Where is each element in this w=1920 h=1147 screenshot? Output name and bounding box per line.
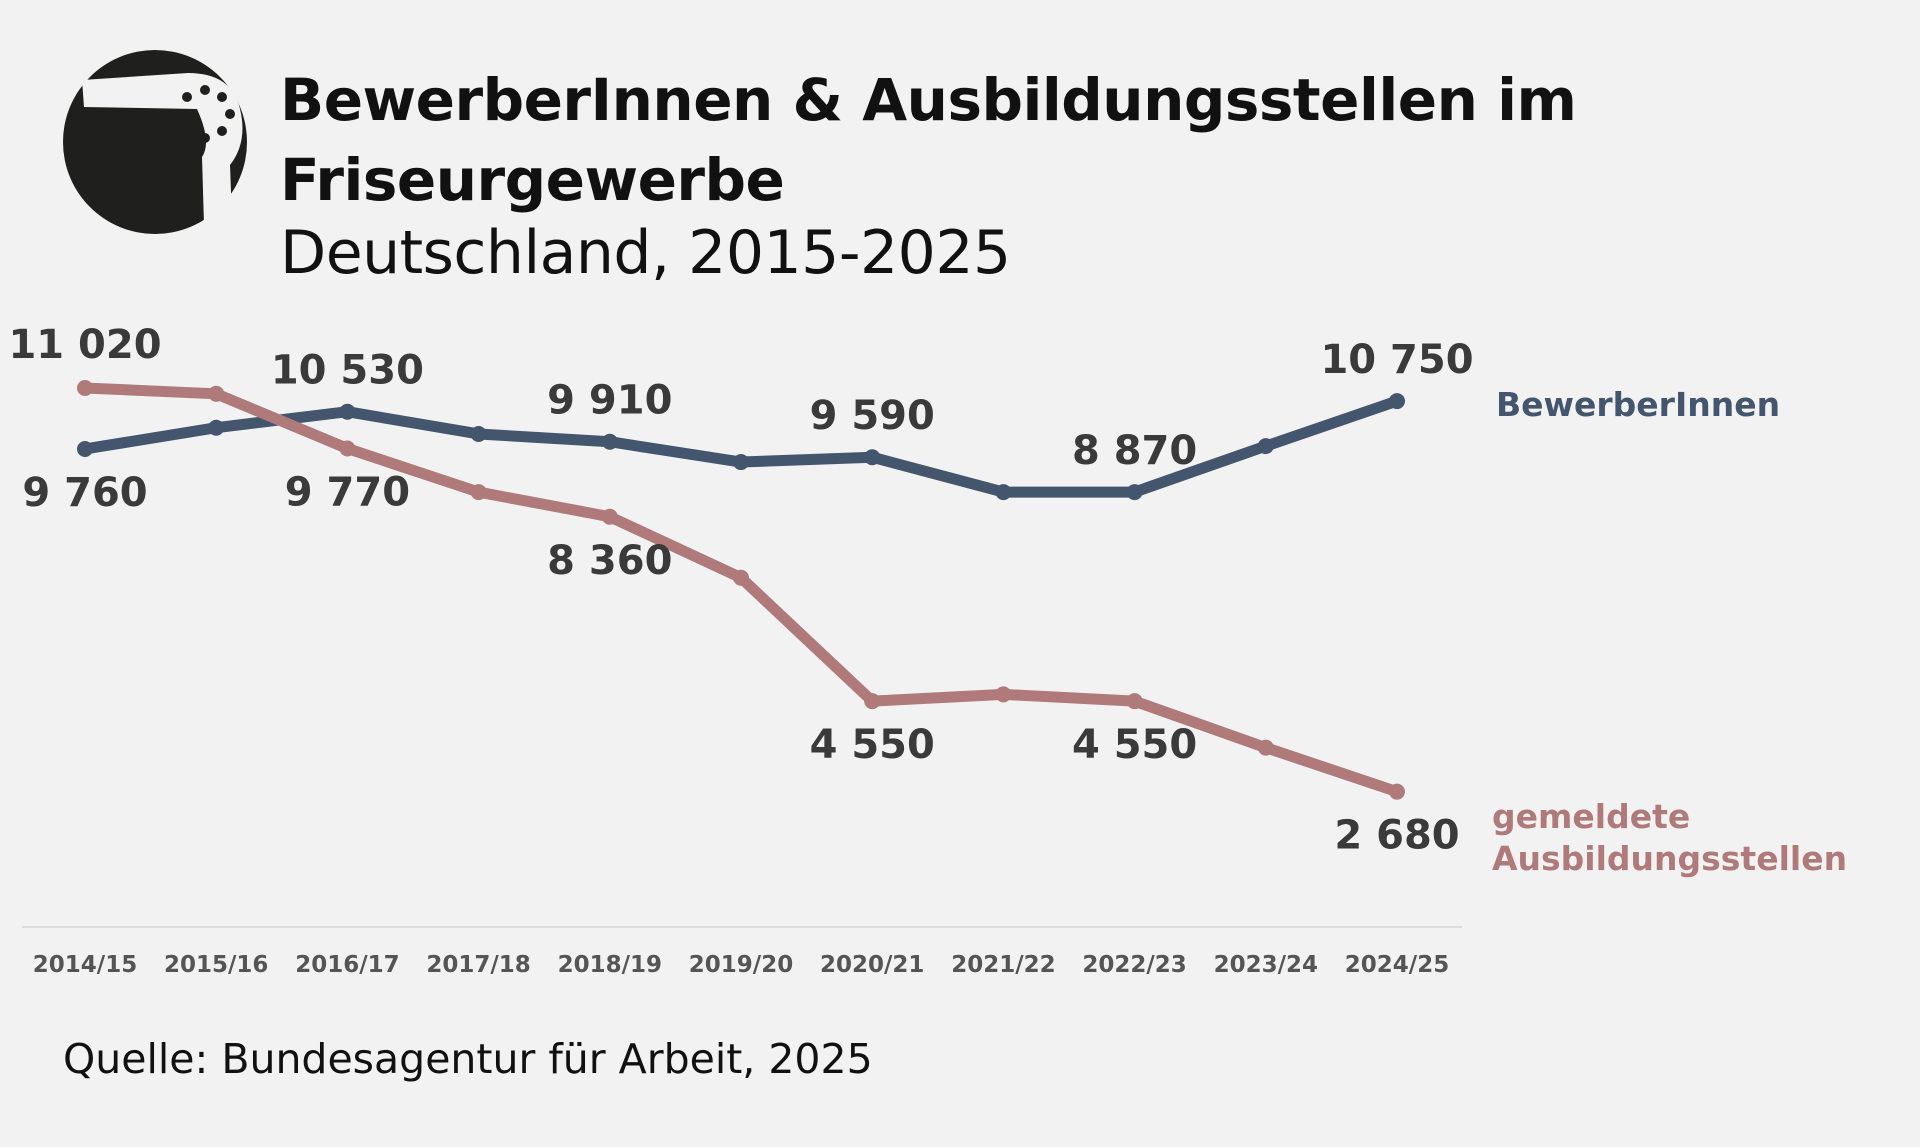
data-label: 2 680	[1334, 813, 1459, 859]
data-point	[1257, 438, 1274, 455]
data-point	[1126, 693, 1143, 710]
source-note: Quelle: Bundesagentur für Arbeit, 2025	[63, 1035, 873, 1083]
data-point	[1257, 739, 1274, 756]
data-label: 4 550	[1072, 722, 1197, 768]
series-line-stellen	[79, 382, 1403, 798]
data-point	[470, 425, 487, 442]
x-tick-label: 2019/20	[689, 952, 793, 978]
x-tick-label: 2018/19	[558, 952, 662, 978]
data-label: 10 530	[271, 348, 424, 394]
data-point	[733, 569, 749, 586]
x-tick-label: 2016/17	[295, 952, 399, 978]
x-tick-label: 2023/24	[1214, 952, 1318, 978]
data-point	[601, 433, 618, 450]
data-point	[733, 454, 749, 471]
data-point	[1389, 783, 1405, 800]
data-label: 10 750	[1320, 337, 1473, 383]
data-label: 9 910	[547, 378, 672, 424]
x-tick-label: 2021/22	[951, 952, 1055, 978]
x-tick-label: 2015/16	[164, 952, 268, 978]
data-label: 11 020	[8, 322, 161, 368]
legend-bewerber: BewerberInnen	[1496, 385, 1780, 424]
legend-stellen-line1: gemeldete	[1492, 797, 1690, 836]
data-point	[470, 484, 487, 501]
data-label: 8 360	[547, 538, 672, 584]
chart-subtitle: Deutschland, 2015-2025	[280, 218, 1011, 288]
data-point	[1389, 393, 1405, 410]
data-point	[77, 440, 93, 457]
data-point	[995, 484, 1012, 501]
x-tick-label: 2014/15	[33, 952, 137, 978]
data-label: 9 770	[285, 470, 410, 516]
chart-title: BewerberInnen & Ausbildungsstellen im Fr…	[280, 66, 1577, 214]
legend-stellen-line2: Ausbildungsstellen	[1492, 839, 1847, 878]
data-point	[864, 449, 881, 466]
data-point	[208, 385, 225, 402]
x-tick-label: 2017/18	[426, 952, 530, 978]
data-point	[601, 508, 618, 525]
series-line-bewerber	[79, 395, 1403, 498]
hair-dryer-icon	[63, 50, 247, 234]
x-tick-label: 2022/23	[1082, 952, 1186, 978]
data-point	[208, 419, 225, 436]
data-point	[77, 380, 93, 396]
data-point	[339, 403, 356, 420]
data-label: 9 590	[810, 393, 935, 439]
data-label: 8 870	[1072, 428, 1197, 474]
data-label: 9 760	[22, 470, 147, 516]
data-point	[995, 686, 1012, 703]
x-tick-label: 2024/25	[1345, 952, 1449, 978]
data-label: 4 550	[810, 722, 935, 768]
data-point	[864, 693, 881, 710]
data-point	[339, 440, 356, 457]
data-point	[1126, 484, 1143, 501]
x-tick-label: 2020/21	[820, 952, 924, 978]
